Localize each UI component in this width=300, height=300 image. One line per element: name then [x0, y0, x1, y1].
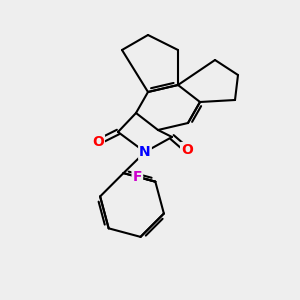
Text: O: O	[181, 143, 193, 157]
Text: N: N	[139, 145, 151, 159]
Text: F: F	[133, 170, 142, 184]
Text: O: O	[92, 135, 104, 149]
